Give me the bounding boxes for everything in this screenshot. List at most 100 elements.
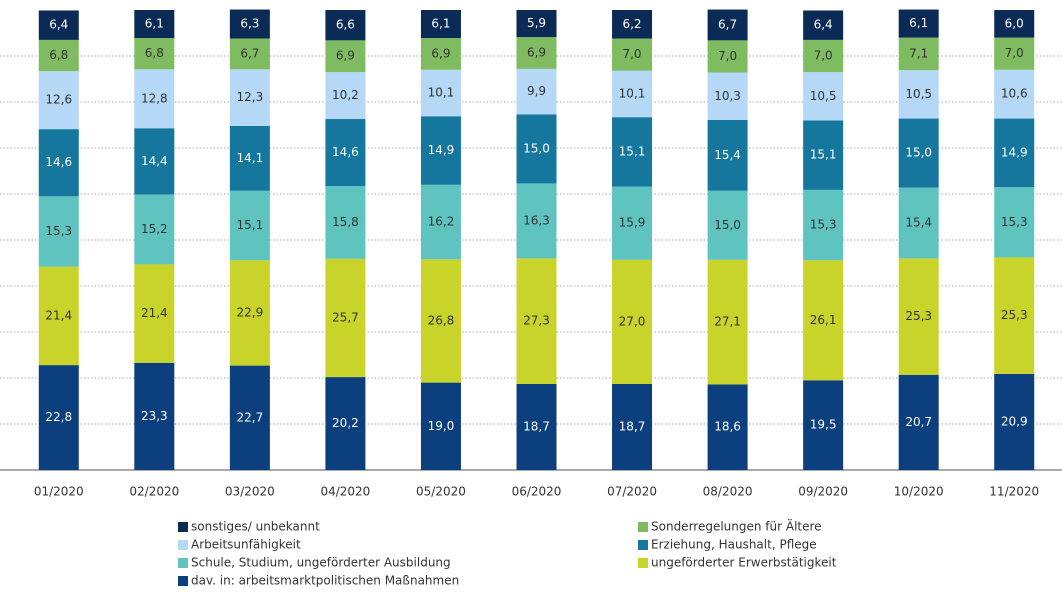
data-label: 6,8 (145, 46, 164, 60)
data-label: 15,1 (619, 144, 646, 158)
data-label: 7,0 (622, 47, 641, 61)
bar-segment (803, 260, 844, 381)
data-label: 15,3 (810, 218, 837, 232)
data-label: 14,9 (428, 143, 455, 157)
bar-segment (134, 362, 175, 470)
x-tick-label: 08/2020 (703, 485, 753, 499)
bar-segment (994, 257, 1035, 374)
data-label: 25,3 (905, 309, 932, 323)
bar-segment (325, 40, 366, 73)
bar-segment (707, 259, 748, 385)
bar-segment (612, 117, 653, 187)
bar-segment (994, 187, 1035, 258)
data-label: 22,7 (237, 410, 264, 424)
bar-segment (229, 125, 270, 191)
data-label: 6,6 (336, 18, 355, 32)
bar-segment (420, 116, 461, 185)
data-label: 15,1 (810, 148, 837, 162)
bar-segment (612, 259, 653, 384)
data-label: 10,1 (619, 86, 646, 100)
bar-segment (134, 10, 175, 39)
data-label: 12,3 (237, 90, 264, 104)
data-label: 15,0 (523, 141, 550, 155)
bar-segment (229, 9, 270, 39)
bar-segment (38, 10, 79, 40)
bar-segment (420, 38, 461, 70)
data-label: 10,5 (810, 89, 837, 103)
x-tick-label: 01/2020 (34, 485, 84, 499)
data-label: 15,8 (332, 215, 359, 229)
data-label: 15,9 (619, 216, 646, 230)
data-label: 6,1 (909, 16, 928, 30)
x-tick-label: 05/2020 (416, 485, 466, 499)
data-label: 15,4 (714, 148, 741, 162)
x-tick-label: 07/2020 (607, 485, 657, 499)
data-label: 25,7 (332, 310, 359, 324)
bar-segment (707, 40, 748, 73)
bar-segment (134, 38, 175, 70)
bar-segment (325, 186, 366, 259)
x-tick-label: 04/2020 (320, 485, 370, 499)
bar-segment (420, 69, 461, 117)
bar-segment (229, 260, 270, 366)
data-label: 7,1 (909, 46, 928, 60)
data-label: 6,3 (240, 17, 259, 31)
legend-swatch (178, 576, 188, 586)
bar-segment (516, 383, 557, 470)
data-label: 18,6 (714, 420, 741, 434)
bar-segment (38, 71, 79, 130)
legend-swatch (638, 558, 648, 568)
data-label: 27,3 (523, 314, 550, 328)
bar-segment (898, 37, 939, 71)
bar-segment (612, 38, 653, 71)
bar-segment (803, 189, 844, 261)
data-label: 12,6 (45, 93, 72, 107)
bar-segment (516, 10, 557, 38)
bar-segment (38, 196, 79, 267)
bar-segment (325, 10, 366, 41)
data-label: 7,0 (1005, 46, 1024, 60)
bar-segment (516, 114, 557, 184)
data-label: 6,2 (622, 17, 641, 31)
bar-segment (420, 259, 461, 383)
data-label: 26,1 (810, 313, 837, 327)
legend-label: Schule, Studium, ungeförderter Ausbildun… (191, 556, 451, 570)
data-label: 6,8 (49, 48, 68, 62)
bar-segment (994, 10, 1035, 38)
legend-swatch (638, 522, 648, 532)
legend-label: sonstiges/ unbekannt (191, 520, 320, 534)
bar-segment (325, 119, 366, 187)
data-label: 18,7 (619, 419, 646, 433)
bar-segment (612, 10, 653, 39)
data-label: 14,4 (141, 154, 168, 168)
bar-segment (38, 39, 79, 72)
data-label: 22,8 (45, 410, 72, 424)
data-label: 22,9 (237, 305, 264, 319)
x-tick-label: 03/2020 (225, 485, 275, 499)
data-label: 27,1 (714, 315, 741, 329)
bar-segment (898, 9, 939, 38)
data-label: 18,7 (523, 419, 550, 433)
legend-swatch (178, 558, 188, 568)
data-label: 10,5 (905, 87, 932, 101)
data-label: 9,9 (527, 84, 546, 98)
bar-segment (420, 10, 461, 39)
bar-segment (803, 380, 844, 470)
bar-segment (420, 382, 461, 470)
bar-segment (803, 72, 844, 121)
data-label: 10,2 (332, 88, 359, 102)
x-tick-label: 09/2020 (798, 485, 848, 499)
data-label: 15,2 (141, 222, 168, 236)
legend-label: ungeförderter Erwerbstätigkeit (651, 556, 837, 570)
bar-segment (134, 194, 175, 265)
bar-segment (516, 183, 557, 259)
data-label: 16,3 (523, 213, 550, 227)
data-label: 6,7 (718, 17, 737, 31)
bar-segment (707, 384, 748, 470)
bar-segment (229, 190, 270, 261)
data-label: 10,1 (428, 86, 455, 100)
bar-segment (420, 184, 461, 260)
bar-segment (229, 38, 270, 70)
